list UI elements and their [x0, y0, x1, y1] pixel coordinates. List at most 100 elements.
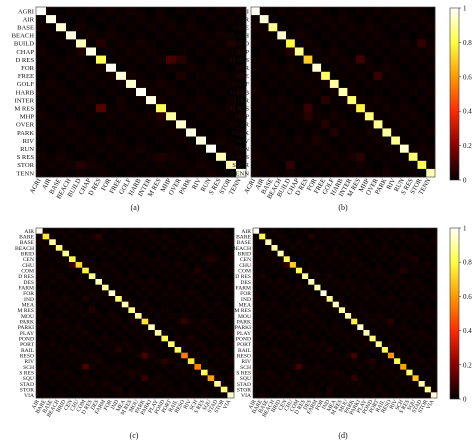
heatmap-cell	[106, 39, 117, 48]
heatmap-cell	[146, 55, 157, 64]
x-tick-label: RIV	[389, 399, 399, 410]
heatmap-cell	[286, 128, 296, 137]
heatmap-cell	[95, 381, 103, 387]
heatmap-cell	[194, 279, 202, 285]
heatmap-cell	[82, 296, 90, 302]
heatmap-cell	[206, 79, 217, 89]
heatmap-cell	[168, 256, 175, 263]
heatmap-cell	[108, 250, 116, 257]
heatmap-cell	[186, 112, 197, 121]
heatmap-cell	[268, 15, 278, 24]
heatmap-cell	[36, 341, 43, 348]
heatmap-cell	[375, 262, 383, 268]
heatmap-cell	[369, 324, 376, 331]
heatmap-cell	[289, 301, 297, 308]
heatmap-cell	[271, 296, 278, 302]
heatmap-cell	[406, 228, 413, 234]
heatmap-cell	[62, 228, 70, 234]
heatmap-cell	[168, 392, 175, 399]
heatmap-cell	[62, 307, 70, 314]
heatmap-cell	[186, 7, 197, 16]
heatmap-cell	[96, 71, 107, 81]
heatmap-cell	[214, 335, 222, 342]
colorbar-tick-label: 0.2	[463, 361, 472, 369]
heatmap-cell	[430, 330, 438, 336]
heatmap-cell	[55, 262, 63, 268]
heatmap-cell	[102, 381, 109, 387]
heatmap-cell	[295, 296, 303, 302]
heatmap-cell	[426, 112, 436, 121]
heatmap-cell	[174, 233, 182, 240]
heatmap-cell	[36, 273, 43, 280]
heatmap-cell	[154, 239, 162, 246]
heatmap-cell	[369, 375, 376, 382]
heatmap-cell	[399, 15, 410, 24]
heatmap-cell	[320, 352, 327, 359]
heatmap-cell	[347, 55, 357, 64]
heatmap-cell	[207, 335, 215, 342]
heatmap-cell	[108, 313, 116, 319]
heatmap-cell	[121, 352, 129, 359]
heatmap-cell	[187, 318, 195, 325]
heatmap-cell	[345, 347, 352, 353]
heatmap-cell	[277, 160, 287, 170]
heatmap-cell	[116, 15, 127, 24]
heatmap-cell	[412, 245, 419, 251]
heatmap-cell	[181, 347, 189, 353]
heatmap-cell	[82, 262, 90, 268]
heatmap-cell	[88, 341, 96, 348]
heatmap-cell	[69, 233, 76, 240]
heatmap-cell	[295, 273, 303, 280]
heatmap-cell	[351, 245, 358, 251]
heatmap-cell	[194, 358, 202, 365]
heatmap-cell	[46, 7, 57, 16]
heatmap-cell	[116, 144, 127, 154]
heatmap-cell	[56, 144, 67, 154]
heatmap-cell	[338, 296, 346, 302]
heatmap-cell	[108, 352, 116, 359]
heatmap-cell	[186, 144, 197, 154]
heatmap-cell	[326, 233, 334, 240]
heatmap-cell	[220, 284, 228, 291]
heatmap-cell	[55, 313, 63, 319]
heatmap-cell	[88, 364, 96, 370]
heatmap-cell	[166, 79, 177, 89]
heatmap-cell	[206, 120, 217, 129]
heatmap-cell	[338, 7, 348, 16]
heatmap-cell	[387, 279, 395, 285]
heatmap-cell	[391, 47, 401, 56]
y-tick-label: BASE	[17, 25, 34, 32]
heatmap-cell	[259, 381, 266, 387]
heatmap-cell	[136, 168, 147, 178]
heatmap-cell	[412, 364, 419, 370]
heatmap-cell	[399, 120, 410, 129]
heatmap-cell	[338, 152, 348, 162]
heatmap-cell	[69, 347, 76, 353]
heatmap-cell	[338, 47, 348, 56]
heatmap-cell	[430, 347, 438, 353]
heatmap-cell	[406, 386, 413, 393]
heatmap-cell	[168, 267, 175, 274]
heatmap-cell	[412, 239, 419, 246]
heatmap-cell	[82, 313, 90, 319]
heatmap-cell	[259, 160, 269, 170]
heatmap-cell	[206, 31, 217, 40]
heatmap-cell	[418, 335, 426, 342]
heatmap-cell	[156, 128, 167, 137]
heatmap-cell	[75, 284, 83, 291]
heatmap-cell	[96, 15, 107, 24]
heatmap-cell	[394, 364, 401, 370]
heatmap-cell	[408, 104, 418, 113]
heatmap-cell	[96, 128, 107, 137]
heatmap-cell	[161, 228, 169, 234]
heatmap-cell	[357, 352, 364, 359]
heatmap-cell	[207, 364, 215, 370]
heatmap-cell	[289, 318, 297, 325]
heatmap-cell	[391, 15, 401, 24]
y-tick-label: RAIL	[21, 348, 35, 354]
heatmap-cell	[251, 47, 261, 56]
heatmap-cell	[194, 267, 202, 274]
y-tick-label: M RES	[14, 106, 34, 113]
heatmap-cell	[176, 144, 187, 154]
heatmap-cell	[106, 47, 117, 56]
